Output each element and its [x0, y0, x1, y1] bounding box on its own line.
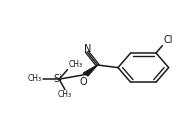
Text: CH₃: CH₃ [68, 60, 83, 69]
Text: Si: Si [54, 74, 63, 84]
Text: CH₃: CH₃ [27, 74, 42, 83]
Text: O: O [80, 77, 87, 87]
Polygon shape [83, 65, 98, 76]
Text: N: N [84, 44, 92, 54]
Text: CH₃: CH₃ [58, 90, 72, 99]
Text: Cl: Cl [163, 35, 173, 45]
